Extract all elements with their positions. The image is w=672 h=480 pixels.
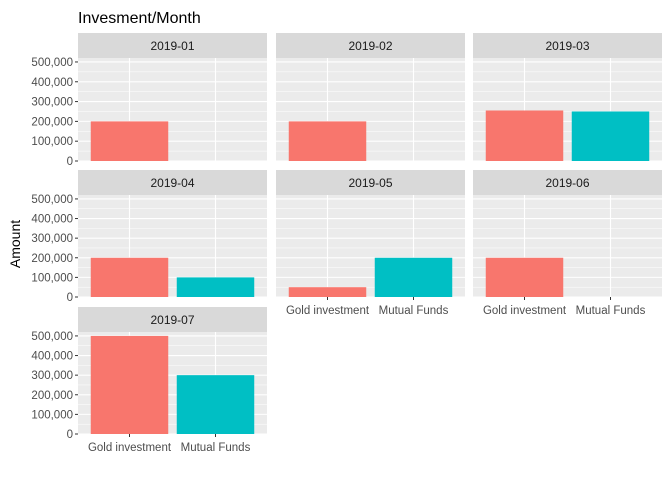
facet-strip	[78, 170, 267, 195]
facet-strip-label: 2019-03	[545, 39, 589, 53]
facet-strip	[276, 170, 465, 195]
facet-panel: 2019-05 Gold investment Mutual Funds	[276, 170, 465, 317]
y-tick-label: 200,000	[31, 390, 73, 402]
chart-title: Invesment/Month	[78, 10, 201, 27]
bar-mutual-funds	[176, 375, 255, 434]
facet-strip	[473, 33, 662, 58]
y-axis-title: Amount	[7, 220, 23, 268]
y-tick-label: 500,000	[31, 57, 73, 69]
x-tick-label: Mutual Funds	[576, 305, 646, 317]
y-tick-label: 400,000	[31, 77, 73, 89]
facet-panels: 2019-01 0 100,000 200,000 300,000 400,000 500,…	[31, 33, 662, 454]
bar-mutual-funds	[176, 277, 255, 297]
x-tick-label: Gold investment	[286, 305, 370, 317]
facet-strip-label: 2019-07	[150, 313, 194, 327]
y-tick-label: 0	[67, 292, 73, 304]
y-tick-label: 100,000	[31, 136, 73, 148]
y-tick-label: 100,000	[31, 272, 73, 284]
facet-strip	[276, 33, 465, 58]
x-tick-label: Mutual Funds	[181, 442, 251, 454]
facet-strip-label: 2019-06	[545, 176, 589, 190]
y-tick-label: 300,000	[31, 370, 73, 382]
facet-panel: 2019-01 0 100,000 200,000 300,000 400,000 500,…	[31, 33, 267, 168]
bar-gold-investment	[288, 121, 367, 161]
facet-strip-label: 2019-02	[348, 39, 392, 53]
y-tick-label: 500,000	[31, 331, 73, 343]
bar-gold-investment	[485, 110, 564, 161]
y-tick-label: 300,000	[31, 97, 73, 109]
y-tick-label: 300,000	[31, 233, 73, 245]
bar-gold-investment	[485, 257, 564, 297]
y-tick-label: 500,000	[31, 194, 73, 206]
y-tick-label: 400,000	[31, 351, 73, 363]
y-tick-label: 200,000	[31, 116, 73, 128]
facet-strip	[473, 170, 662, 195]
y-tick-label: 0	[67, 429, 73, 441]
facet-strip-label: 2019-05	[348, 176, 392, 190]
x-tick-label: Gold investment	[483, 305, 567, 317]
y-tick-label: 400,000	[31, 214, 73, 226]
facet-strip	[78, 33, 267, 58]
facet-panel: 2019-04 0 100,000 200,000 300,000 400,000 500,…	[31, 170, 267, 304]
y-tick-label: 0	[67, 156, 73, 168]
x-tick-label: Mutual Funds	[379, 305, 449, 317]
facet-panel: 2019-06 Gold investment Mutual Funds	[473, 170, 662, 317]
facet-panel: 2019-07 0 100,000 200,000 300,000 400,000 500,…	[31, 307, 267, 454]
x-tick-label: Gold investment	[88, 442, 172, 454]
facet-strip	[78, 307, 267, 332]
facet-panel: 2019-03	[473, 33, 662, 162]
bar-gold-investment	[288, 287, 367, 297]
facet-panel: 2019-02	[276, 33, 465, 162]
y-tick-label: 100,000	[31, 409, 73, 421]
bar-mutual-funds	[571, 111, 650, 161]
facet-strip-label: 2019-01	[150, 39, 194, 53]
bar-gold-investment	[90, 121, 169, 161]
facet-strip-label: 2019-04	[150, 176, 194, 190]
bar-gold-investment	[90, 335, 169, 434]
y-tick-label: 200,000	[31, 253, 73, 265]
bar-gold-investment	[90, 257, 169, 297]
bar-mutual-funds	[374, 257, 453, 297]
